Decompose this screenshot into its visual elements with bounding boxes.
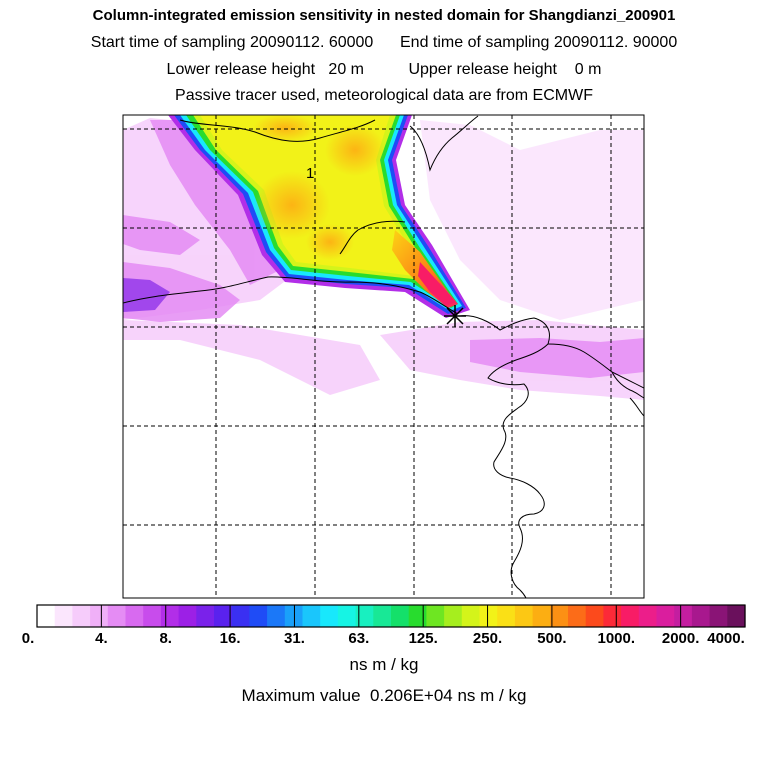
colorbar-swatch	[90, 605, 109, 627]
colorbar-swatch	[143, 605, 162, 627]
colorbar-swatch	[267, 605, 286, 627]
plot-title: Column-integrated emission sensitivity i…	[92, 7, 676, 24]
colorbar-swatch	[638, 605, 658, 627]
colorbar-swatch	[160, 605, 180, 627]
colorbar-tick-label: 63.	[348, 630, 370, 647]
colorbar-tick-label: 1000.	[597, 630, 636, 647]
tracer-info-line: Passive tracer used, meteorological data…	[175, 87, 593, 104]
contour-label: 1	[306, 165, 314, 182]
colorbar-swatch	[355, 605, 374, 627]
colorbar-swatch	[408, 605, 427, 627]
colorbar-swatch	[178, 605, 197, 627]
colorbar-units: ns m / kg	[349, 655, 419, 674]
colorbar-swatch	[479, 605, 498, 627]
colorbar-swatch	[391, 605, 410, 627]
colorbar-swatch	[585, 605, 604, 627]
colorbar-swatch	[568, 605, 587, 627]
colorbar-swatch	[284, 605, 304, 627]
colorbar-swatch	[249, 605, 268, 627]
colorbar	[36, 604, 746, 628]
colorbar-swatch	[532, 605, 551, 627]
colorbar-swatch	[621, 605, 640, 627]
colorbar-swatch	[656, 605, 675, 627]
colorbar-swatch	[54, 605, 73, 627]
colorbar-swatch	[231, 605, 250, 627]
colorbar-tick-label: 250.	[472, 630, 503, 647]
sensitivity-plume	[168, 115, 470, 318]
colorbar-swatch	[603, 605, 622, 627]
colorbar-tick-label: 4.	[95, 630, 108, 647]
maximum-value-text: Maximum value 0.206E+04 ns m / kg	[241, 686, 527, 705]
colorbar-swatch	[550, 605, 569, 627]
colorbar-swatch	[444, 605, 463, 627]
colorbar-frame	[36, 604, 746, 628]
receptor-star-icon	[444, 305, 466, 327]
map-panel: 1	[123, 115, 644, 598]
lat-lon-grid	[123, 115, 644, 598]
colorbar-tick-label: 2000.	[661, 630, 700, 647]
colorbar-tick-label: 0.	[21, 630, 35, 647]
sampling-time-line: Start time of sampling 20090112. 60000 E…	[90, 34, 678, 51]
colorbar-swatch	[37, 605, 56, 627]
colorbar-swatch	[320, 605, 339, 627]
colorbar-swatch	[72, 605, 91, 627]
colorbar-swatch	[514, 605, 534, 627]
colorbar-swatch	[461, 605, 481, 627]
colorbar-swatch	[497, 605, 516, 627]
colorbar-swatch	[125, 605, 144, 627]
colorbar-swatch	[196, 605, 215, 627]
colorbar-swatch	[709, 605, 728, 627]
colorbar-swatch	[302, 605, 321, 627]
colorbar-swatch	[727, 605, 746, 627]
colorbar-swatch	[426, 605, 445, 627]
colorbar-swatch	[674, 605, 693, 627]
colorbar-swatch	[691, 605, 711, 627]
release-height-line: Lower release height 20 m Upper release …	[166, 61, 602, 78]
colorbar-swatch	[337, 605, 357, 627]
map-frame	[122, 114, 645, 599]
colorbar-swatch	[107, 605, 127, 627]
colorbar-tick-label: 31.	[284, 630, 305, 647]
colorbar-swatch	[214, 605, 233, 627]
colorbar-tick-label: 8.	[159, 630, 172, 647]
colorbar-swatch	[373, 605, 392, 627]
high-sensitivity-field	[123, 278, 170, 312]
colorbar-tick-label: 4000.	[707, 630, 745, 647]
colorbar-tick-label: 125.	[408, 630, 438, 647]
colorbar-tick-label: 16.	[219, 630, 241, 647]
coastlines	[123, 115, 644, 598]
colorbar-tick-label: 500.	[537, 630, 567, 647]
